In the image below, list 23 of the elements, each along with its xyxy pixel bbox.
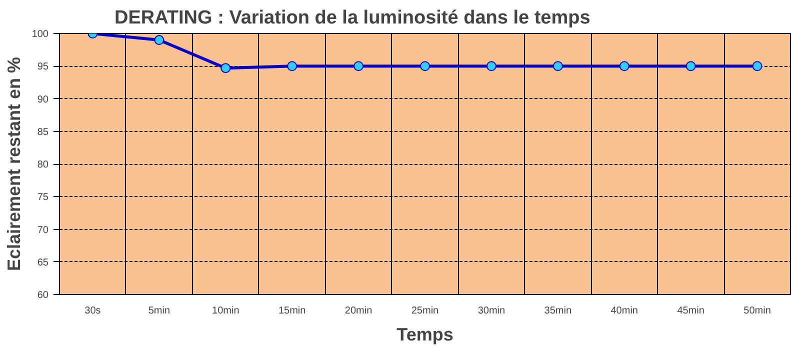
x-tick-label: 30min — [478, 306, 506, 316]
y-axis-title: Eclairement restant en % — [4, 56, 24, 272]
y-tick-label: 90 — [37, 94, 49, 106]
y-tick-label: 65 — [37, 257, 49, 268]
x-tick-label: 45min — [677, 306, 704, 316]
x-tick-label: 25min — [411, 306, 439, 316]
y-tick-label: 60 — [37, 290, 49, 301]
y-tick-label: 70 — [37, 224, 49, 236]
x-axis-title: Temps — [396, 324, 454, 344]
x-tick-label: 5min — [148, 306, 170, 316]
x-tick-label: 30s — [84, 306, 101, 316]
y-tick-label: 85 — [37, 126, 49, 138]
x-tick-label: 50min — [744, 306, 771, 316]
x-tick-label: 40min — [610, 306, 638, 316]
x-tick-label: 35min — [544, 306, 572, 316]
y-tick-label: 95 — [37, 62, 49, 73]
y-tick-label: 80 — [37, 160, 49, 170]
x-tick-label: 15min — [278, 306, 306, 316]
x-tick-label: 20min — [344, 306, 372, 316]
y-tick-label: 75 — [37, 192, 49, 204]
chart-title: DERATING : Variation de la luminosité dans le temps — [114, 8, 590, 28]
y-tick-label: 100 — [32, 29, 49, 40]
x-tick-label: 10min — [212, 306, 240, 316]
